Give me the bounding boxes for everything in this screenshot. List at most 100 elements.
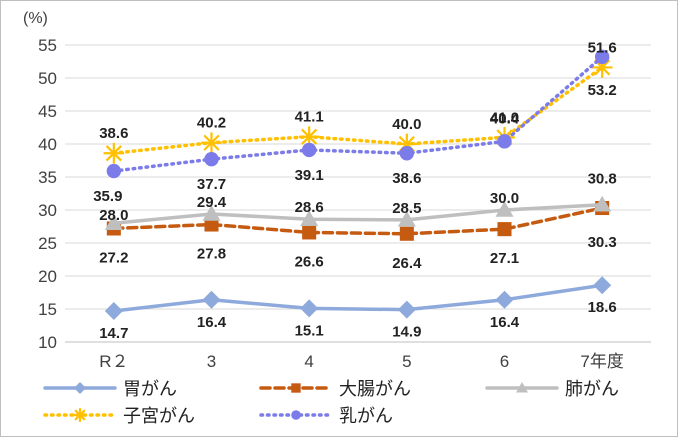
x-axis-ticks: R２ 3 4 5 6 7年度: [99, 352, 624, 371]
data-point: [397, 300, 416, 319]
y-tick-label: 15: [38, 300, 57, 319]
x-tick-label: 6: [500, 352, 509, 371]
data-point: [497, 222, 512, 237]
legend-marker: [291, 410, 301, 420]
series-line: [112, 202, 604, 225]
data-label: 16.4: [490, 314, 520, 331]
y-axis-unit-label: (%): [23, 10, 48, 27]
data-point: [301, 142, 317, 158]
legend-item: 胃がん: [43, 379, 177, 399]
y-tick-label: 45: [38, 102, 57, 121]
data-label: 40.2: [197, 115, 226, 132]
legend-marker: [73, 408, 87, 422]
data-label: 41.1: [295, 109, 324, 126]
data-labels: 14.7 16.4 15.1 14.9 16.4 18.6 27.2 27.8 26.6 26.4…: [93, 39, 617, 342]
data-label: 28.6: [295, 199, 324, 216]
data-label: 28.5: [392, 200, 421, 217]
data-point: [104, 301, 123, 320]
y-axis-ticks: 10 15 20 25 30 35 40 45 50 55: [38, 36, 57, 352]
series-line: [112, 206, 604, 236]
data-label: 37.7: [197, 176, 226, 193]
data-label: 53.2: [588, 82, 617, 99]
y-tick-label: 10: [38, 333, 57, 352]
data-point: [302, 225, 317, 240]
data-point: [300, 210, 319, 226]
data-label: 30.3: [588, 234, 617, 251]
series-group: [103, 49, 613, 320]
series-line: [112, 65, 604, 155]
data-point: [298, 126, 320, 148]
data-point: [396, 133, 418, 155]
data-label: 51.6: [588, 39, 617, 56]
data-point: [204, 217, 219, 232]
data-label: 28.0: [99, 207, 128, 224]
data-point: [497, 134, 512, 149]
y-tick-label: 30: [38, 201, 57, 220]
y-tick-label: 50: [38, 69, 57, 88]
data-label: 26.6: [295, 253, 324, 270]
legend-marker: [516, 382, 528, 393]
data-label: 30.0: [490, 190, 519, 207]
data-label: 26.4: [392, 255, 422, 272]
data-label: 30.8: [588, 171, 617, 188]
legend-label: 子宮がん: [123, 406, 195, 426]
data-point: [300, 299, 319, 318]
data-point: [204, 151, 219, 167]
legend-marker: [291, 383, 301, 393]
data-label: 29.4: [197, 194, 227, 211]
y-tick-label: 35: [38, 168, 57, 187]
x-tick-label: 7年度: [580, 352, 623, 371]
data-label: 38.6: [99, 125, 128, 142]
y-tick-label: 55: [38, 36, 57, 55]
legend-item: 乳がん: [259, 406, 393, 426]
legend-item: 子宮がん: [43, 406, 195, 426]
data-point: [594, 49, 610, 65]
data-label: 38.6: [392, 170, 421, 187]
data-point: [201, 132, 222, 154]
legend-label: 肺がん: [565, 379, 619, 399]
data-point: [593, 195, 612, 212]
legend-item: 大腸がん: [259, 379, 411, 399]
data-point: [399, 226, 414, 241]
data-label: 18.6: [588, 299, 617, 316]
data-point: [397, 210, 416, 227]
data-point: [399, 146, 415, 161]
y-tick-label: 40: [38, 135, 57, 154]
data-label: 27.2: [99, 249, 128, 266]
data-label: 27.1: [490, 250, 519, 267]
data-point: [202, 290, 221, 309]
y-tick-label: 20: [38, 267, 57, 286]
data-label: 40.4: [490, 110, 520, 127]
legend-label: 大腸がん: [339, 379, 411, 399]
x-tick-label: 5: [402, 352, 411, 371]
data-label: 16.4: [197, 314, 227, 331]
gridlines: [65, 44, 651, 343]
x-tick-label: R２: [99, 352, 128, 371]
series-line: [112, 283, 604, 313]
data-point: [106, 163, 122, 179]
data-label: 27.8: [197, 246, 226, 263]
legend-marker: [74, 382, 86, 394]
data-label: 40.0: [392, 116, 421, 133]
data-point: [591, 57, 613, 78]
data-point: [103, 142, 125, 164]
data-label: 14.7: [99, 325, 128, 342]
data-point: [202, 204, 221, 221]
data-label: 15.1: [295, 322, 324, 339]
x-tick-label: 4: [304, 352, 313, 371]
data-label: 39.1: [295, 167, 324, 184]
x-tick-label: 3: [207, 352, 216, 371]
data-label: 41.0: [490, 109, 519, 126]
y-tick-label: 25: [38, 234, 57, 253]
legend-item: 肺がん: [485, 379, 619, 399]
data-label: 35.9: [93, 188, 122, 205]
data-point: [104, 214, 123, 230]
legend-label: 乳がん: [339, 406, 393, 426]
data-point: [495, 201, 514, 217]
data-point: [593, 276, 612, 295]
data-label: 14.9: [392, 324, 421, 341]
legend-label: 胃がん: [123, 379, 177, 399]
